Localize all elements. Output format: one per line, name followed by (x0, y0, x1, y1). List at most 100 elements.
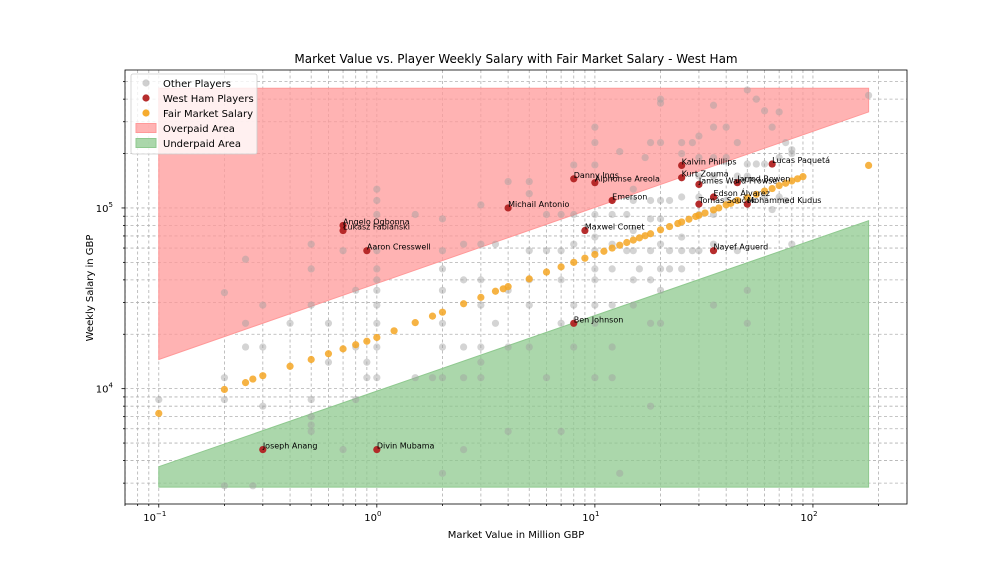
legend-marker (142, 79, 150, 87)
fair-salary-point (307, 355, 315, 364)
player-annotation: Alphonse Areola (595, 175, 660, 184)
fair-salary-point (542, 268, 551, 276)
other-player-point (733, 247, 741, 255)
other-player-point (760, 107, 769, 115)
west-ham-point (695, 200, 703, 208)
fair-salary-point (641, 232, 649, 240)
west-ham-point (591, 179, 599, 187)
y-axis-title: Weekly Salary in GBP (85, 235, 96, 342)
other-player-point (733, 172, 741, 180)
legend-patch (135, 138, 157, 148)
other-player-point (722, 123, 730, 131)
player-annotation: Nayef Aguerd (714, 243, 769, 252)
other-player-point (629, 196, 637, 205)
other-player-point (557, 210, 565, 219)
fair-salary-point (491, 287, 500, 295)
other-player-point (363, 358, 371, 366)
other-player-point (324, 358, 333, 366)
other-player-point (373, 276, 381, 284)
other-player-point (788, 146, 796, 154)
other-player-point (608, 343, 616, 351)
other-player-point (220, 374, 229, 382)
player-annotation: Edson Álvarez (714, 187, 770, 198)
other-player-point (542, 247, 551, 255)
other-player-point (629, 301, 637, 309)
other-player-point (557, 427, 565, 436)
legend-label: Overpaid Area (163, 124, 235, 135)
other-player-point (743, 319, 751, 327)
other-player-point (373, 196, 381, 205)
other-player-point (241, 343, 250, 351)
other-player-point (570, 301, 578, 309)
other-player-point (678, 138, 686, 147)
chart-title: Market Value vs. Player Weekly Salary wi… (294, 52, 737, 66)
west-ham-point (373, 446, 381, 454)
west-ham-point (743, 200, 751, 208)
fair-salary-point (799, 173, 807, 181)
legend-marker (142, 109, 150, 117)
other-player-point (608, 210, 616, 219)
other-player-point (557, 276, 565, 284)
plot-area: Lucas Paquetá Kalvin Phillips Kurt Zouma Da… (96, 69, 908, 524)
other-player-point (504, 427, 512, 436)
other-player-point (286, 319, 294, 327)
fair-salary-point (752, 190, 760, 198)
other-player-point (438, 215, 447, 223)
x-tick-label: 100 (364, 510, 381, 524)
other-player-point (373, 185, 381, 193)
fair-salary-point (701, 209, 709, 217)
player-annotation: Mohammed Kudus (747, 196, 821, 205)
other-player-point (678, 149, 686, 158)
data-layer (155, 86, 873, 490)
fair-salary-point (775, 181, 783, 190)
other-player-point (591, 138, 599, 147)
other-player-point (646, 196, 655, 205)
fair-salary-point (768, 184, 776, 193)
fair-salary-point (733, 196, 741, 205)
other-player-point (542, 210, 551, 219)
other-player-point (695, 132, 703, 140)
fair-salary-point (249, 375, 257, 383)
player-annotation: Lucas Paquetá (772, 156, 830, 165)
other-player-point (678, 233, 686, 241)
fair-salary-point (155, 409, 163, 417)
other-player-point (788, 240, 796, 248)
other-player-point (591, 161, 599, 169)
other-player-point (656, 99, 665, 107)
player-annotation: Michail Antonio (508, 200, 569, 209)
other-player-point (438, 469, 447, 477)
player-annotation: Kalvin Phillips (682, 157, 737, 166)
other-player-point (656, 265, 665, 273)
other-player-point (641, 153, 649, 162)
other-player-point (438, 319, 447, 327)
other-player-point (768, 123, 776, 131)
other-player-point (557, 319, 565, 327)
other-player-point (438, 247, 447, 255)
legend-label: Other Players (163, 79, 231, 90)
other-player-point (688, 247, 696, 255)
other-player-point (220, 482, 229, 490)
x-tick-label: 102 (800, 510, 817, 524)
other-player-point (665, 247, 674, 255)
other-player-point (525, 190, 533, 198)
other-player-point (241, 255, 250, 263)
fair-salary-point (570, 258, 578, 266)
other-player-point (155, 395, 163, 404)
overpaid-area (158, 87, 870, 361)
other-player-point (656, 196, 665, 205)
other-player-point (656, 240, 665, 248)
other-player-point (339, 446, 347, 454)
other-player-point (411, 374, 419, 382)
fair-salary-point (623, 238, 631, 247)
other-player-point (629, 247, 637, 255)
west-ham-point (339, 221, 347, 230)
other-player-point (709, 301, 718, 309)
other-player-point (591, 265, 599, 273)
fair-salary-point (477, 293, 485, 301)
player-annotation: James Ward-Prowse (698, 176, 778, 185)
other-player-point (733, 138, 741, 147)
legend-label: West Ham Players (163, 94, 254, 105)
other-player-point (591, 210, 599, 219)
other-player-point (373, 301, 381, 309)
other-player-point (591, 233, 599, 241)
